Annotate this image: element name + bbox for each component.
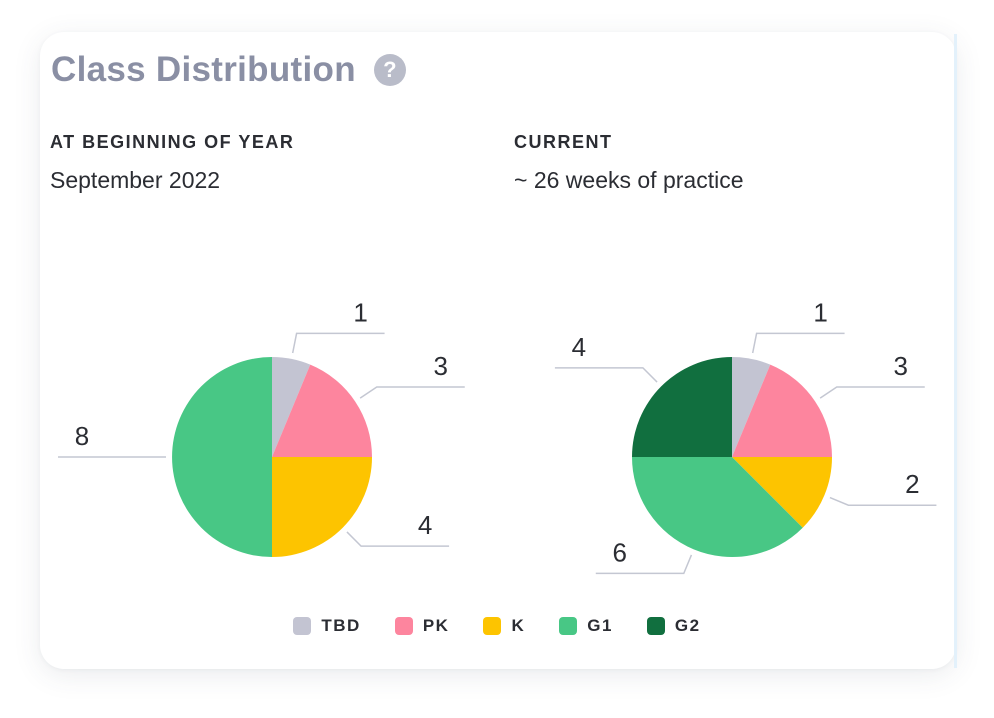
section-label-current: CURRENT: [514, 132, 613, 152]
legend-swatch-pk: [394, 617, 413, 635]
legend-label-g1: G1: [587, 616, 613, 635]
slice-value-k: 2: [905, 469, 919, 499]
pie-slice-pk: [732, 364, 832, 457]
pie-slice-g2: [632, 357, 732, 457]
class-distribution-card: [40, 32, 956, 669]
leader-line-pk: [359, 386, 465, 399]
leader-line-pk: [819, 386, 925, 399]
card-title: Class Distribution: [51, 50, 356, 89]
legend-item-pk: PK: [394, 616, 450, 636]
legend-label-g2: G2: [674, 616, 701, 635]
pie-slice-pk: [272, 364, 372, 457]
legend-label-k: K: [511, 616, 526, 635]
leader-line-g1: [595, 554, 693, 575]
pie-slice-g1: [172, 357, 272, 557]
pie-slice-tbd: [272, 357, 311, 457]
slice-value-g1: 8: [75, 421, 89, 451]
slice-value-g2: 4: [572, 332, 586, 362]
question-icon[interactable]: ?: [373, 54, 406, 86]
legend-item-g1: G1: [559, 616, 613, 636]
legend-item-g2: G2: [646, 616, 701, 636]
pie-slice-tbd: [732, 357, 771, 457]
slice-value-tbd: 1: [813, 297, 827, 327]
slice-value-tbd: 1: [353, 297, 367, 327]
slice-value-g1: 6: [613, 537, 627, 567]
beginning-section: AT BEGINNING OF YEAR September 2022: [50, 132, 294, 194]
card-header: Class Distribution ?: [51, 50, 406, 90]
section-subtitle-current: ~ 26 weeks of practice: [514, 167, 744, 193]
current-section: CURRENT ~ 26 weeks of practice: [514, 132, 743, 194]
section-label-beginning: AT BEGINNING OF YEAR: [50, 132, 295, 152]
pie-slice-k: [272, 457, 372, 557]
legend-swatch-g2: [646, 617, 665, 635]
legend-label-pk: PK: [422, 616, 450, 635]
leader-line-g2: [554, 367, 658, 383]
slice-value-k: 4: [418, 510, 432, 540]
pie-chart-beginning: 1 3 4 8: [58, 297, 465, 557]
leader-line-k: [829, 496, 937, 506]
slice-value-pk: 3: [434, 351, 448, 381]
scrollbar-track: [954, 34, 957, 668]
legend-item-tbd: TBD: [293, 616, 360, 636]
pie-slice-g1: [632, 457, 803, 557]
chart-legend: TBD PK K G1 G2: [0, 616, 994, 636]
slice-value-pk: 3: [894, 351, 908, 381]
legend-swatch-k: [483, 617, 502, 635]
pie-chart-current: 1 3 2 6 4: [554, 297, 937, 575]
leader-line-k: [346, 531, 450, 547]
legend-label-tbd: TBD: [321, 616, 361, 635]
leader-line-tbd: [751, 332, 845, 354]
legend-swatch-tbd: [293, 617, 312, 635]
section-subtitle-beginning: September 2022: [50, 167, 221, 193]
legend-item-k: K: [483, 616, 525, 636]
leader-line-tbd: [291, 332, 385, 354]
pie-slice-k: [732, 457, 832, 528]
legend-swatch-g1: [559, 617, 578, 635]
